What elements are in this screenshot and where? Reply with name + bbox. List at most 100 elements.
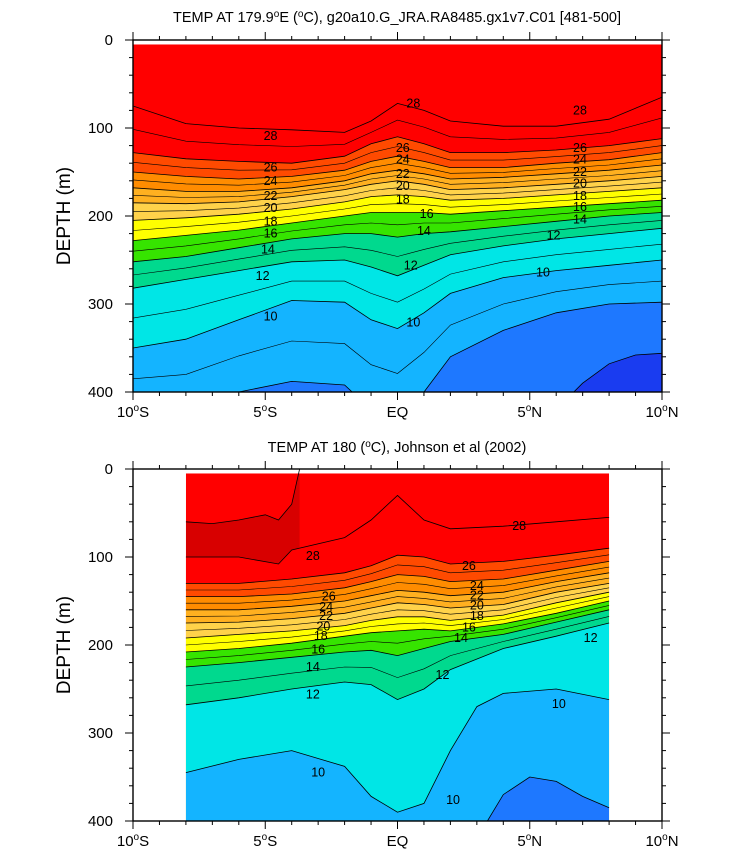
y-tick-label: 400 xyxy=(88,384,113,401)
contour-label: 26 xyxy=(462,559,476,573)
contour-label: 16 xyxy=(462,620,476,634)
contour-line-26 xyxy=(185,547,610,584)
top-contour-lines xyxy=(133,96,662,392)
y-tick-label: 300 xyxy=(88,725,113,742)
bottom-contour-lines xyxy=(185,469,610,821)
contour-label: 14 xyxy=(573,213,587,227)
y-tick-label: 400 xyxy=(88,813,113,830)
contour-line-20 xyxy=(133,176,662,205)
contour-label: 22 xyxy=(396,167,410,181)
top-axes: 10oS 5oS EQ 5oN 10oN 0 100 200 300 400 xyxy=(88,32,679,421)
contour-label: 18 xyxy=(396,192,410,206)
contour-line-minor xyxy=(133,280,662,380)
y-tick-label: 200 xyxy=(88,208,113,225)
top-contour-panel: TEMP AT 179.9oE (oC), g20a10.G_JRA.RA848… xyxy=(54,9,679,421)
contour-line-minor xyxy=(133,117,662,147)
contour-label: 26 xyxy=(573,141,587,155)
contour-label: 14 xyxy=(306,660,320,674)
contour-line-18 xyxy=(185,591,610,639)
contour-fill-10 xyxy=(185,689,610,821)
contour-line-minor xyxy=(133,193,662,231)
contour-line-18 xyxy=(133,187,662,221)
no-data-region-east xyxy=(609,469,662,821)
contour-label: 18 xyxy=(264,214,278,228)
contour-label: 12 xyxy=(584,631,598,645)
contour-line-minor xyxy=(185,616,610,687)
contour-label: 16 xyxy=(573,200,587,214)
contour-label: 20 xyxy=(264,201,278,215)
contour-label: 22 xyxy=(264,189,278,203)
contour-line-minor xyxy=(185,577,610,617)
top-y-axis-label: DEPTH (m) xyxy=(54,167,75,265)
contour-line-minor xyxy=(133,181,662,212)
contour-label: 28 xyxy=(306,549,320,563)
y-tick-label: 100 xyxy=(88,549,113,566)
contour-line-minor xyxy=(133,170,662,198)
contour-label: 28 xyxy=(512,519,526,533)
contour-line-8 xyxy=(237,301,662,392)
contour-fill-6 xyxy=(573,353,662,392)
x-tick-label: 5oS xyxy=(253,403,277,421)
y-tick-label: 100 xyxy=(88,120,113,137)
contour-line-6 xyxy=(573,352,662,392)
contour-label: 14 xyxy=(454,631,468,645)
y-tick-label: 300 xyxy=(88,296,113,313)
x-tick-label: 5oN xyxy=(517,403,542,421)
contour-line-minor xyxy=(185,566,610,604)
bottom-contour-labels: 2828262624242222202018181616141412121210… xyxy=(306,519,598,807)
contour-line-26 xyxy=(133,136,662,164)
contour-label: 20 xyxy=(573,176,587,190)
surface-strip xyxy=(133,40,662,45)
contour-line-minor xyxy=(185,596,610,646)
contour-label: 10 xyxy=(536,265,550,279)
contour-label: 10 xyxy=(264,309,278,323)
bottom-axes: 10oS 5oS EQ 5oN 10oN 0 100 200 300 400 xyxy=(88,461,679,850)
contour-line-minor xyxy=(133,220,662,276)
contour-label: 16 xyxy=(264,227,278,241)
contour-label: 24 xyxy=(573,153,587,167)
contour-line-minor xyxy=(185,554,610,591)
x-tick-label: 5oN xyxy=(517,832,542,850)
contour-line-8 xyxy=(487,776,610,821)
contour-line-28 xyxy=(133,96,662,133)
contour-label: 18 xyxy=(573,189,587,203)
contour-label: 10 xyxy=(311,766,325,780)
contour-label: 24 xyxy=(470,579,484,593)
x-tick-label: EQ xyxy=(387,833,409,850)
contour-line-24 xyxy=(133,152,662,180)
contour-line-12 xyxy=(185,622,610,706)
contour-label: 12 xyxy=(306,687,320,701)
contour-line-24 xyxy=(185,561,610,597)
contour-label: 20 xyxy=(470,598,484,612)
contour-label: 10 xyxy=(552,697,566,711)
bottom-contour-panel: TEMP AT 180 (oC), Johnson et al (2002) 2… xyxy=(54,439,679,850)
contour-line-22 xyxy=(133,164,662,192)
contour-line-29 xyxy=(185,469,300,525)
contour-label: 12 xyxy=(256,269,270,283)
contour-line-14 xyxy=(185,609,610,668)
x-tick-label: 10oS xyxy=(117,403,149,421)
contour-line-minor xyxy=(133,145,662,171)
no-data-region-west xyxy=(133,469,186,821)
contour-label: 12 xyxy=(547,228,561,242)
contour-label: 22 xyxy=(319,609,333,623)
contour-label: 18 xyxy=(314,629,328,643)
contour-label: 22 xyxy=(573,165,587,179)
contour-label: 14 xyxy=(417,224,431,238)
contour-line-28 xyxy=(185,494,610,565)
contour-label: 28 xyxy=(264,129,278,143)
contour-line-10 xyxy=(185,688,610,813)
contour-line-20 xyxy=(185,583,610,624)
x-tick-label: 5oS xyxy=(253,832,277,850)
contour-label: 16 xyxy=(420,207,434,221)
contour-label: 14 xyxy=(261,242,275,256)
contour-line-16 xyxy=(133,199,662,241)
x-tick-label: 10oN xyxy=(645,403,678,421)
contour-line-minor xyxy=(185,605,610,660)
contour-line-16 xyxy=(185,600,610,653)
contour-label: 26 xyxy=(264,161,278,175)
surface-strip xyxy=(133,469,662,474)
contour-line-14 xyxy=(133,212,662,263)
contour-label: 18 xyxy=(470,609,484,623)
